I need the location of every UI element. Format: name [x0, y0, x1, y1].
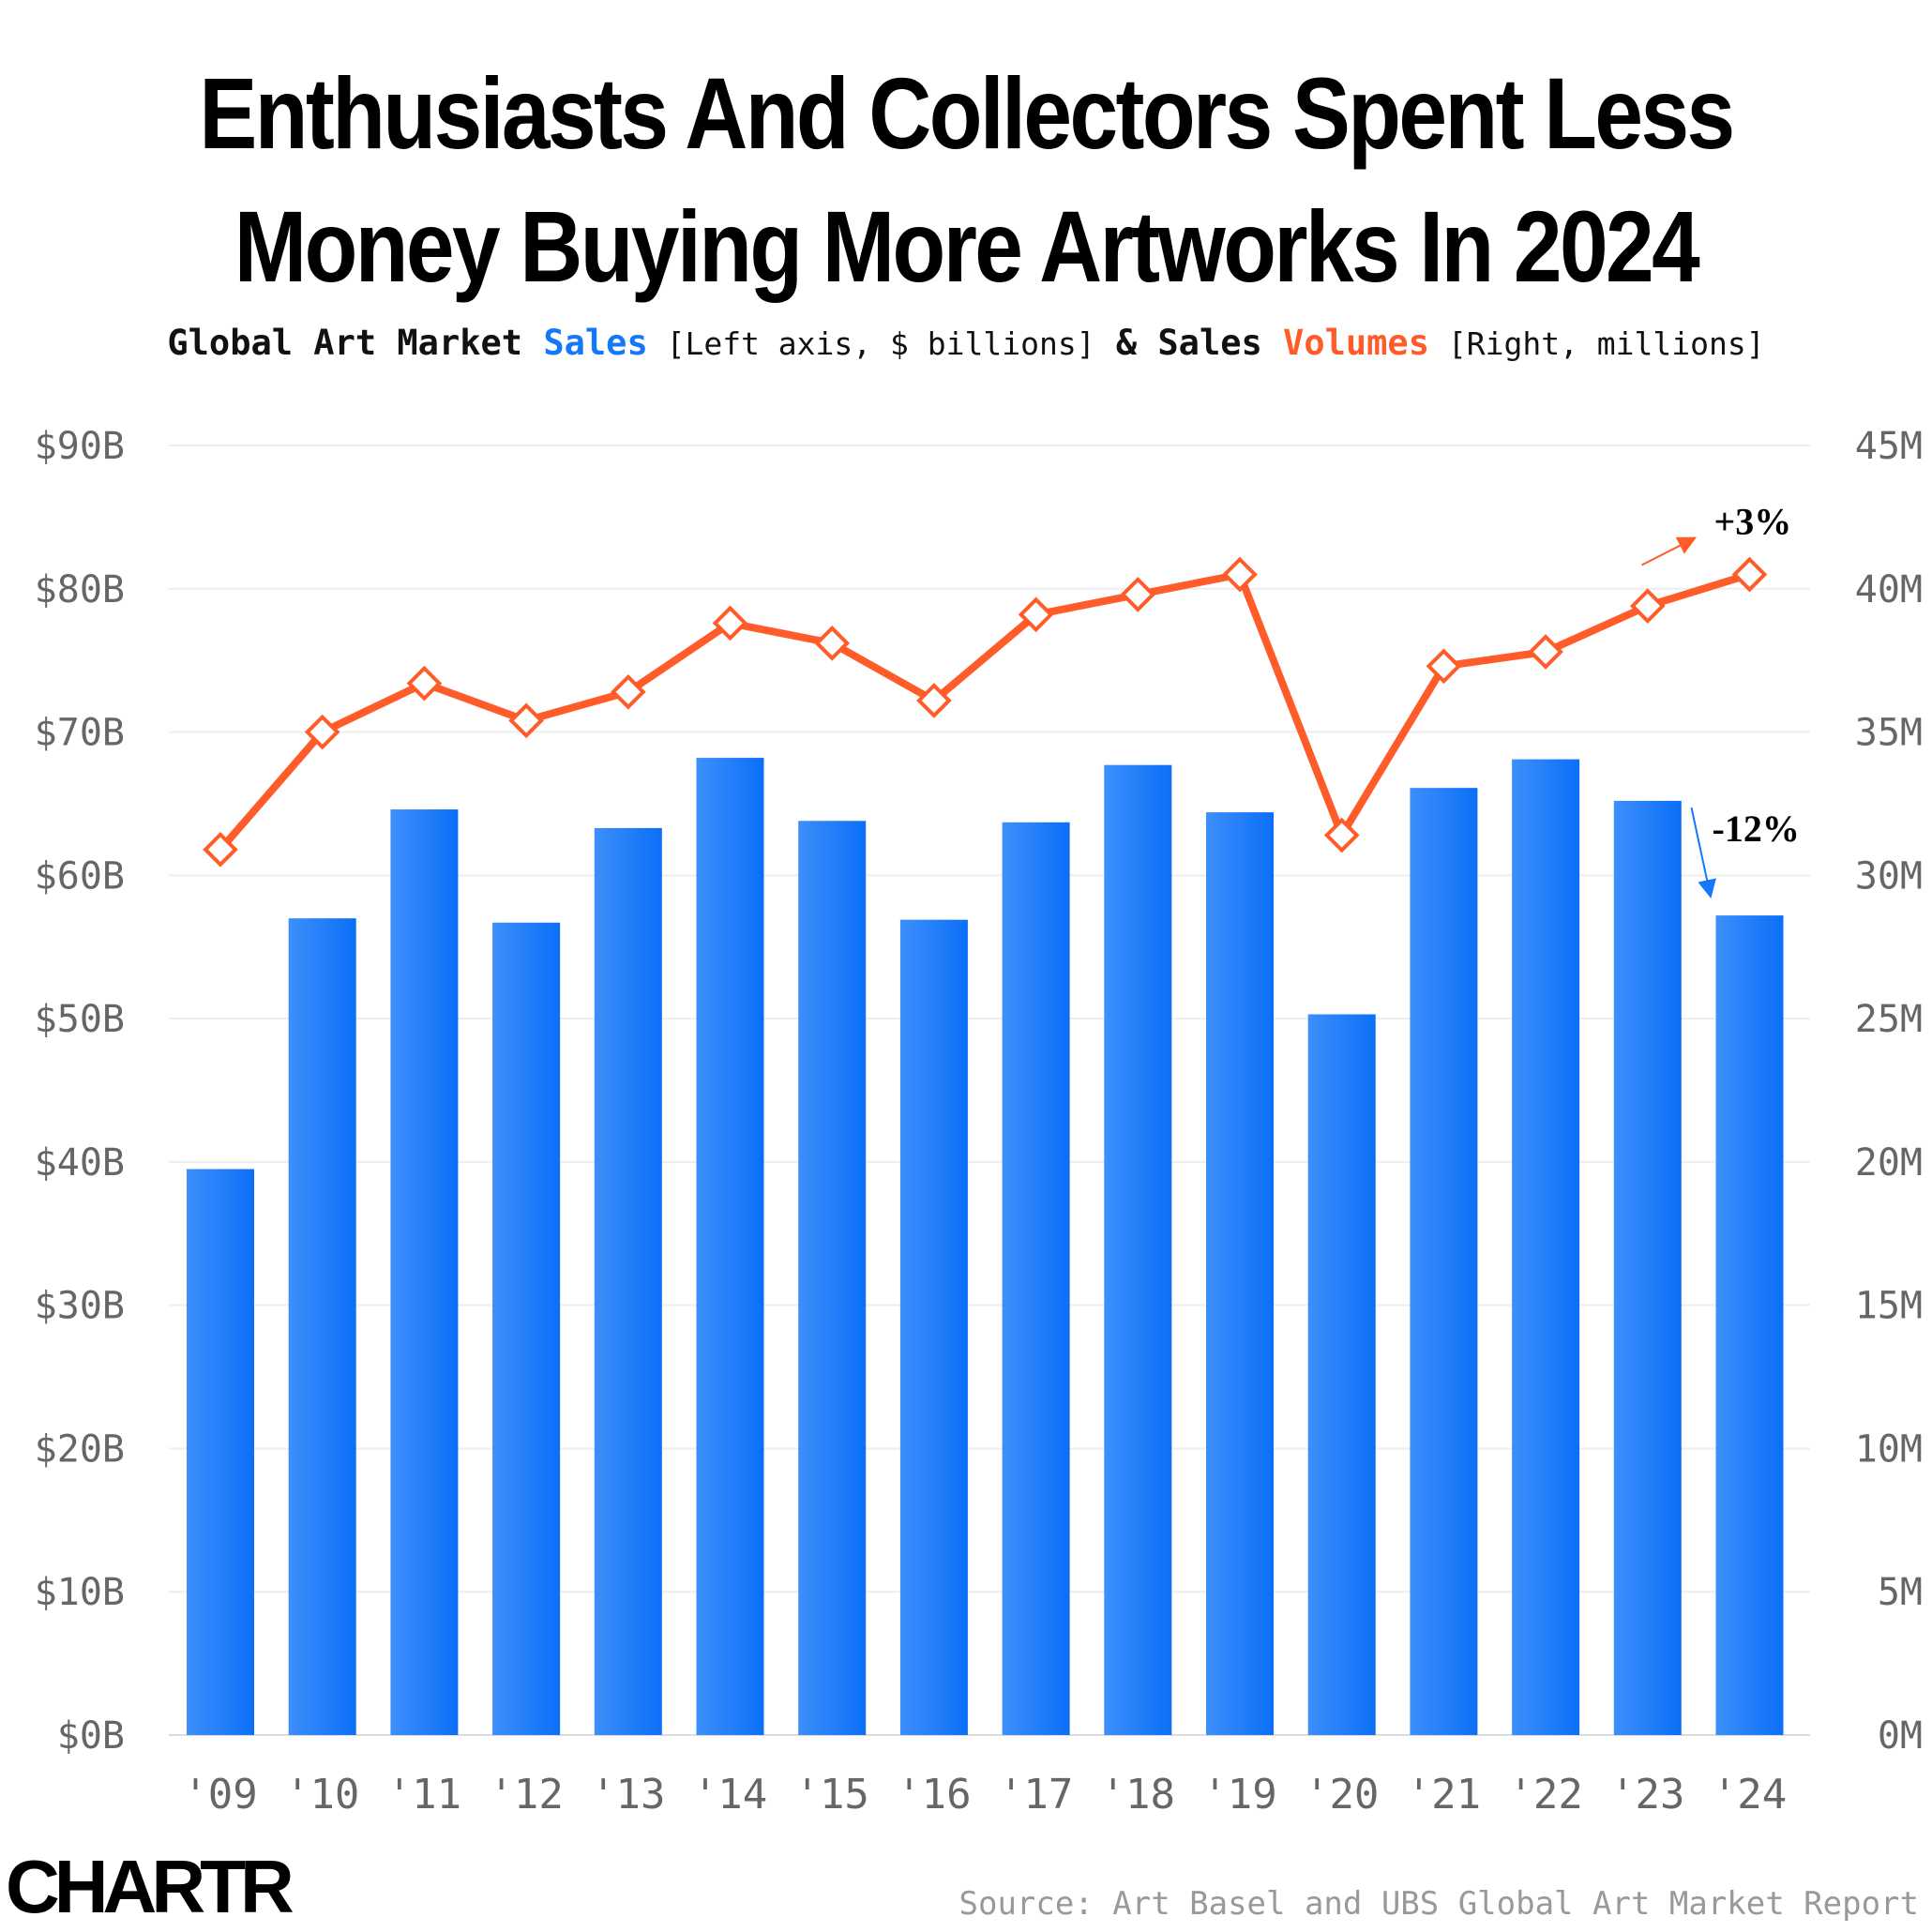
bar — [1512, 759, 1580, 1735]
left-tick-label: $40B — [35, 1141, 125, 1185]
bar — [1104, 764, 1172, 1735]
line-point — [304, 714, 340, 750]
right-axis: 0M 5M 10M 15M 20M 25M 30M 35M 40M 45M — [1855, 425, 1923, 1758]
bar — [288, 918, 356, 1735]
line-point — [1528, 634, 1563, 670]
left-tick-label: $30B — [35, 1285, 125, 1328]
right-tick-label: 40M — [1855, 568, 1923, 611]
annotations: +3% -12% — [1641, 501, 1800, 899]
subtitle-part-4: [Right, millions] — [1428, 325, 1765, 362]
bar — [594, 827, 662, 1735]
right-tick-label: 5M — [1878, 1571, 1923, 1614]
line-point — [916, 683, 952, 718]
volume-change-label: +3% — [1714, 501, 1792, 543]
x-tick-label: '10 — [285, 1771, 359, 1819]
chart-title: Enthusiasts And Collectors Spent Less Mo… — [135, 47, 1797, 313]
x-tick-label: '24 — [1713, 1771, 1787, 1819]
x-axis: '09 '10 '11 '12 '13 '14 '15 '16 '17 '18 '19 '20 '21 '… — [183, 1771, 1787, 1819]
line-point — [508, 702, 544, 739]
line-point — [1426, 648, 1462, 685]
line-point — [1222, 556, 1258, 593]
volume-line — [217, 570, 1751, 853]
left-tick-label: $0B — [57, 1714, 125, 1758]
right-tick-label: 0M — [1878, 1714, 1923, 1758]
right-tick-label: 30M — [1855, 854, 1923, 898]
line-point — [1120, 577, 1156, 612]
x-tick-label: '20 — [1305, 1771, 1379, 1819]
line-point — [1731, 556, 1768, 593]
bar — [899, 919, 968, 1735]
line-series — [203, 556, 1768, 868]
left-tick-label: $10B — [35, 1571, 125, 1614]
left-tick-label: $90B — [35, 425, 125, 468]
sales-change-arrow — [1690, 807, 1716, 899]
bar — [1613, 800, 1682, 1735]
line-point — [1018, 596, 1054, 633]
x-tick-label: '15 — [794, 1771, 868, 1819]
bar — [1715, 915, 1784, 1735]
right-tick-label: 25M — [1855, 998, 1923, 1041]
line-point — [1629, 588, 1666, 624]
left-tick-label: $80B — [35, 568, 125, 611]
sales-change-label: -12% — [1713, 808, 1800, 850]
title-line-2: Money Buying More Artworks In 2024 — [234, 189, 1700, 303]
line-point — [1323, 817, 1360, 853]
left-tick-label: $20B — [35, 1427, 125, 1471]
bar — [696, 758, 764, 1735]
subtitle-sales-word: Sales — [543, 323, 648, 363]
right-tick-label: 35M — [1855, 712, 1923, 755]
bar — [187, 1169, 254, 1735]
chart-subtitle: Global Art Market Sales [Left axis, $ bi… — [0, 323, 1932, 363]
left-tick-label: $60B — [35, 854, 125, 898]
subtitle-volumes-word: Volumes — [1283, 323, 1429, 363]
bar — [1410, 788, 1478, 1735]
combo-chart: $0B$10B$20B$30B$40B$50B$60B$70B$80B$90B … — [35, 425, 1923, 1819]
x-tick-label: '11 — [387, 1771, 461, 1819]
right-tick-label: 45M — [1855, 425, 1923, 468]
left-tick-label: $70B — [35, 712, 125, 755]
x-tick-label: '13 — [591, 1771, 665, 1819]
x-tick-label: '09 — [183, 1771, 257, 1819]
volume-change-arrow — [1641, 536, 1698, 566]
line-point — [712, 605, 748, 641]
subtitle-part-2: [Left axis, $ billions] — [647, 325, 1095, 362]
bar — [492, 922, 561, 1735]
bar — [1307, 1014, 1376, 1735]
line-point — [610, 673, 646, 710]
line-point — [203, 832, 238, 868]
bar — [1206, 812, 1274, 1735]
left-tick-label: $50B — [35, 998, 125, 1041]
right-tick-label: 15M — [1855, 1285, 1923, 1328]
left-axis: $0B $10B $20B $30B $40B $50B $60B $70B $80B $90B — [35, 425, 125, 1758]
x-tick-label: '12 — [489, 1771, 563, 1819]
right-tick-label: 10M — [1855, 1427, 1923, 1471]
x-tick-label: '19 — [1202, 1771, 1276, 1819]
subtitle-part-1: Global Art Market — [167, 323, 544, 363]
x-tick-label: '14 — [693, 1771, 767, 1819]
line-point — [814, 626, 851, 661]
bar — [798, 821, 867, 1735]
chartr-logo: CHARTR — [6, 1845, 294, 1928]
right-tick-label: 20M — [1855, 1141, 1923, 1185]
bar — [1002, 822, 1070, 1735]
subtitle-part-3: & Sales — [1094, 323, 1284, 363]
source-note: Source: Art Basel and UBS Global Art Mar… — [958, 1885, 1920, 1923]
x-tick-label: '18 — [1101, 1771, 1175, 1819]
x-tick-label: '22 — [1508, 1771, 1582, 1819]
line-point — [406, 665, 443, 702]
bar-series — [187, 758, 1784, 1735]
x-tick-label: '21 — [1407, 1771, 1481, 1819]
title-line-1: Enthusiasts And Collectors Spent Less — [199, 56, 1735, 170]
bar — [390, 809, 459, 1735]
x-tick-label: '16 — [897, 1771, 971, 1819]
x-tick-label: '23 — [1610, 1771, 1684, 1819]
x-tick-label: '17 — [999, 1771, 1073, 1819]
